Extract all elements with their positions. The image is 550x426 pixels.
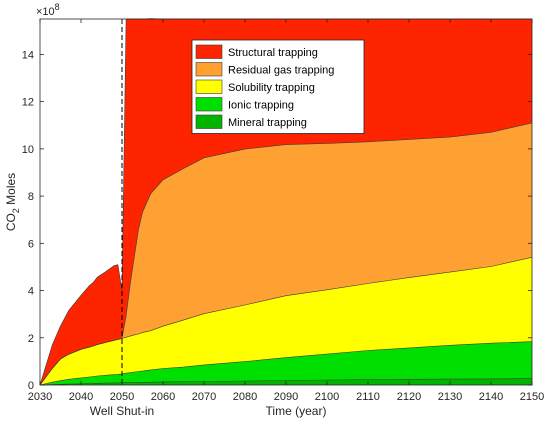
y-label-subscript: 2 (11, 208, 21, 213)
legend-label-ionic-trapping: Ionic trapping (228, 100, 294, 112)
legend-swatch-ionic-trapping (195, 97, 223, 112)
x-tick-label: 2070 (192, 391, 216, 403)
chart-legend: Structural trapping Residual gas trapping… (191, 39, 365, 134)
boundary-residual-gas-trapping (39, 122, 533, 386)
area-residual-gas-trapping (40, 122, 532, 386)
y-axis-label: CO2 Moles (4, 173, 21, 231)
area-ionic-trapping (40, 341, 532, 385)
stacked-areas (40, 18, 532, 386)
y-exponent-base: ×10 (36, 6, 55, 18)
area-structural-trapping (40, 18, 532, 385)
x-tick-label: 2120 (397, 391, 421, 403)
x-tick-label: 2100 (315, 391, 339, 403)
y-tick-label: 8 (28, 191, 34, 203)
well-shut-in-label: Well Shut-in (90, 404, 154, 418)
legend-swatch-residual-gas-trapping (195, 62, 223, 77)
y-tick-label: 4 (28, 286, 34, 298)
x-tick-label: 2090 (274, 391, 298, 403)
y-label-rest: Moles (4, 173, 18, 208)
y-tick-label: 2 (28, 333, 34, 345)
legend-swatch-solubility-trapping (195, 79, 223, 94)
legend-label-structural-trapping: Structural trapping (228, 47, 318, 59)
legend-swatch-mineral-trapping (195, 114, 223, 129)
y-tick-label: 14 (22, 49, 34, 61)
x-axis: 2030 2040 2050 2060 2070 2080 2090 2100 2110 2120… (28, 19, 544, 403)
y-exponent-power: 8 (55, 2, 60, 12)
x-tick-label: 2150 (520, 391, 544, 403)
y-axis: 0 2 4 6 8 10 12 14 (22, 49, 532, 392)
x-tick-label: 2110 (356, 391, 380, 403)
y-axis-exponent: ×108 (36, 2, 60, 18)
legend-label-residual-gas-trapping: Residual gas trapping (228, 65, 334, 77)
x-axis-label: Time (year) (266, 404, 327, 418)
x-tick-label: 2050 (110, 391, 134, 403)
boundary-mineral-trapping (39, 378, 533, 386)
legend-label-solubility-trapping: Solubility trapping (228, 82, 315, 94)
x-tick-label: 2030 (28, 391, 52, 403)
y-tick-label: 0 (28, 380, 34, 392)
y-label-main: CO (4, 213, 18, 231)
x-tick-label: 2060 (151, 391, 175, 403)
x-tick-label: 2140 (479, 391, 503, 403)
y-tick-label: 12 (22, 97, 34, 109)
x-tick-label: 2040 (69, 391, 93, 403)
area-solubility-trapping (40, 257, 532, 385)
x-tick-label: 2080 (233, 391, 257, 403)
legend-label-mineral-trapping: Mineral trapping (228, 117, 307, 129)
legend-swatch-structural-trapping (195, 44, 223, 59)
boundary-ionic-trapping (39, 341, 533, 386)
y-tick-label: 6 (28, 238, 34, 250)
y-tick-label: 10 (22, 144, 34, 156)
x-tick-label: 2130 (438, 391, 462, 403)
